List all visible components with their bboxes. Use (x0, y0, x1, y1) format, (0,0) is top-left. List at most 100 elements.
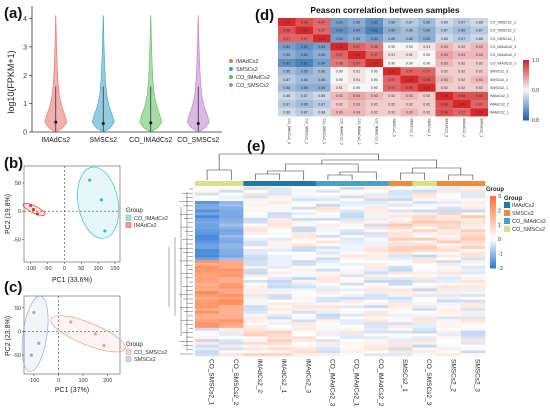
expression-cell (364, 316, 389, 320)
expression-cell (315, 243, 341, 247)
expression-cell (412, 347, 437, 351)
expression-cell (291, 310, 317, 315)
expression-cell (219, 288, 244, 292)
correlation-cell (330, 42, 348, 51)
expression-cell (195, 322, 220, 326)
correlation-cell-value: 0.96 (371, 45, 378, 49)
expression-cell (460, 302, 486, 306)
correlation-cell-value: 0.91 (388, 53, 395, 57)
expression-cell (364, 198, 389, 202)
expression-cell (412, 223, 437, 227)
correlation-colorbar-segment (523, 100, 529, 103)
expression-cell (315, 248, 341, 253)
expression-cell (388, 296, 413, 300)
expression-cell (195, 291, 220, 295)
expression-cell (267, 243, 292, 247)
expression-cell (412, 330, 437, 334)
expression-cell (460, 251, 486, 255)
expression-colorbar-segment (490, 203, 496, 207)
correlation-cell-value: 0.92 (458, 70, 465, 74)
expression-cell (315, 226, 341, 230)
expression-cell (267, 302, 292, 306)
expression-cell (460, 288, 486, 292)
expression-cell (436, 246, 462, 250)
expression-cell (291, 209, 317, 213)
expression-cell (340, 294, 365, 298)
correlation-cell-value: 0.90 (353, 86, 360, 90)
correlation-col-label: CO_IMAdCs2_2 (357, 118, 361, 144)
expression-cell (436, 198, 462, 202)
expression-cell (219, 333, 244, 337)
violin-x-label: IMAdCs2 (41, 137, 70, 144)
expression-cell (315, 254, 341, 258)
expression-cell (315, 350, 341, 354)
correlation-cell (435, 75, 453, 84)
expression-cell (291, 237, 317, 241)
correlation-cell (313, 26, 331, 35)
pca-b-legend-label: CO_IMAdCs2 (134, 216, 168, 222)
correlation-cell (348, 91, 366, 100)
correlation-cell-value: 1.00 (301, 29, 308, 33)
expression-cell (364, 209, 389, 213)
correlation-cell-value: 0.90 (423, 61, 430, 65)
expression-cell (412, 339, 437, 343)
expression-cell (460, 203, 486, 208)
expression-cell (267, 277, 292, 281)
expression-cell (267, 353, 292, 357)
expression-cell (436, 330, 462, 334)
expression-cell (267, 279, 292, 284)
expression-cell (267, 336, 292, 340)
expression-cell (243, 277, 268, 281)
expression-cell (219, 294, 244, 298)
expression-cell (364, 268, 389, 272)
expression-cell (291, 198, 317, 202)
expression-cell (364, 265, 389, 269)
expression-cell (388, 294, 413, 298)
expression-cell (364, 248, 389, 253)
expression-cell (412, 257, 437, 261)
expression-column-label: CO_IMAdCs2_1 (353, 359, 360, 407)
expression-cell (291, 274, 317, 278)
expression-cell (267, 201, 292, 205)
correlation-cell-value: 0.88 (476, 20, 483, 24)
expression-cell (364, 302, 389, 306)
correlation-cell-value: 0.84 (318, 61, 325, 65)
correlation-cell (470, 42, 488, 51)
expression-cell (412, 341, 437, 346)
expression-cell (267, 313, 292, 317)
expression-cell (291, 201, 317, 205)
pca-b-x-tick-label: -100 (25, 266, 36, 272)
expression-cell (388, 206, 413, 210)
expression-cell (460, 240, 486, 244)
correlation-cell-value: 0.92 (388, 111, 395, 115)
expression-cell (412, 232, 437, 236)
correlation-cell (330, 83, 348, 92)
expression-cell (315, 341, 341, 346)
expression-cell (388, 232, 413, 236)
expression-cell (243, 237, 268, 241)
expression-cell (364, 291, 389, 295)
expression-cell (388, 187, 413, 191)
violin-legend-key (229, 83, 233, 87)
expression-cell (460, 260, 486, 264)
expression-cell (195, 187, 220, 191)
expression-cell (243, 279, 268, 284)
expression-cell (340, 189, 365, 193)
expression-cell (291, 288, 317, 292)
expression-column-label: IMAdCs2_2 (256, 359, 263, 393)
correlation-cell (453, 42, 471, 51)
expression-cell (243, 350, 268, 354)
correlation-colorbar-segment (523, 102, 529, 105)
expression-cell (243, 339, 268, 343)
expression-cell (291, 319, 317, 323)
expression-cell (340, 325, 365, 329)
dendrogram-branch (255, 173, 280, 180)
expression-cell (291, 316, 317, 320)
expression-cell (340, 308, 365, 312)
correlation-colorbar-segment (523, 68, 529, 71)
expression-cell (460, 316, 486, 320)
expression-cell (315, 265, 341, 269)
correlation-cell (400, 108, 418, 117)
dendrogram-branch (327, 174, 353, 180)
correlation-colorbar-segment (523, 60, 529, 63)
